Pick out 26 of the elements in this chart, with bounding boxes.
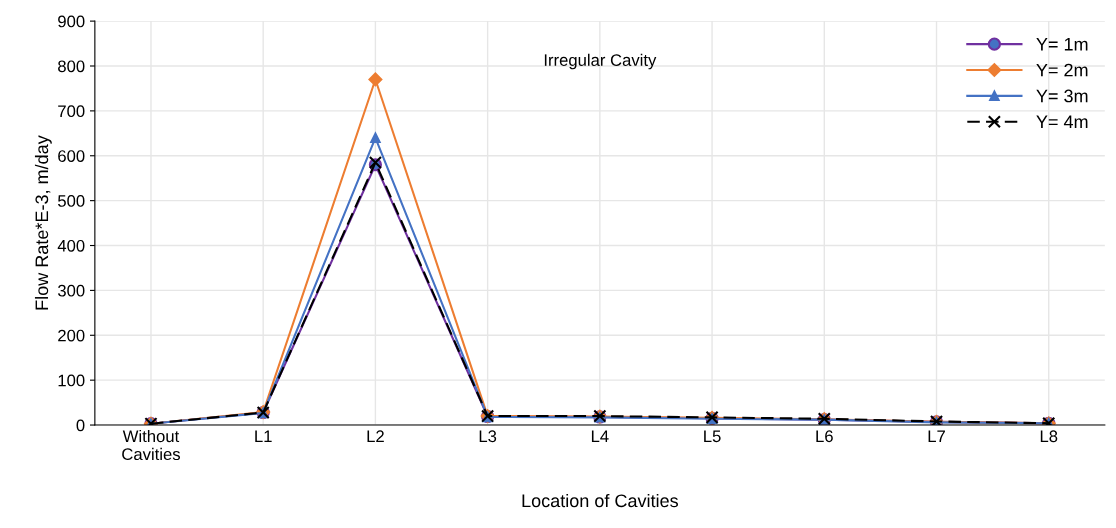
y-tick-label: 800: [58, 60, 85, 73]
y-tick-label: 0: [76, 419, 85, 432]
y-tick-label: 700: [58, 105, 85, 118]
y-tick-label: 400: [57, 239, 85, 252]
x-tick-label: L1: [255, 430, 272, 442]
x-tick-label: L3: [479, 430, 497, 443]
y-tick-label: 600: [58, 150, 85, 162]
x-tick-label: L5: [704, 430, 721, 443]
x-tick-label: L2: [367, 430, 384, 442]
x-tick-label: L6: [816, 430, 833, 443]
legend-label: Y= 2m: [1036, 63, 1088, 77]
y-axis-title: Flow Rate*E-3, m/day: [34, 135, 52, 310]
x-axis-title: Location of Cavities: [522, 493, 678, 508]
annotation: Irregular Cavity: [544, 53, 657, 70]
y-tick-label: 900: [58, 15, 85, 28]
y-tick-label: 500: [58, 195, 85, 207]
y-tick-label: 300: [57, 284, 85, 297]
x-tick-label: L4: [591, 430, 609, 442]
x-tick-label: L8: [1040, 430, 1058, 443]
legend-label: Y= 1m: [1036, 38, 1088, 51]
legend-label: Y= 3m: [1036, 89, 1088, 103]
legend-label: Y= 4m: [1036, 115, 1088, 129]
x-tick-label: L7: [928, 430, 945, 442]
y-tick-label: 100: [58, 374, 85, 387]
x-tick-label: Without Cavities: [122, 429, 181, 461]
y-tick-label: 200: [58, 329, 85, 342]
